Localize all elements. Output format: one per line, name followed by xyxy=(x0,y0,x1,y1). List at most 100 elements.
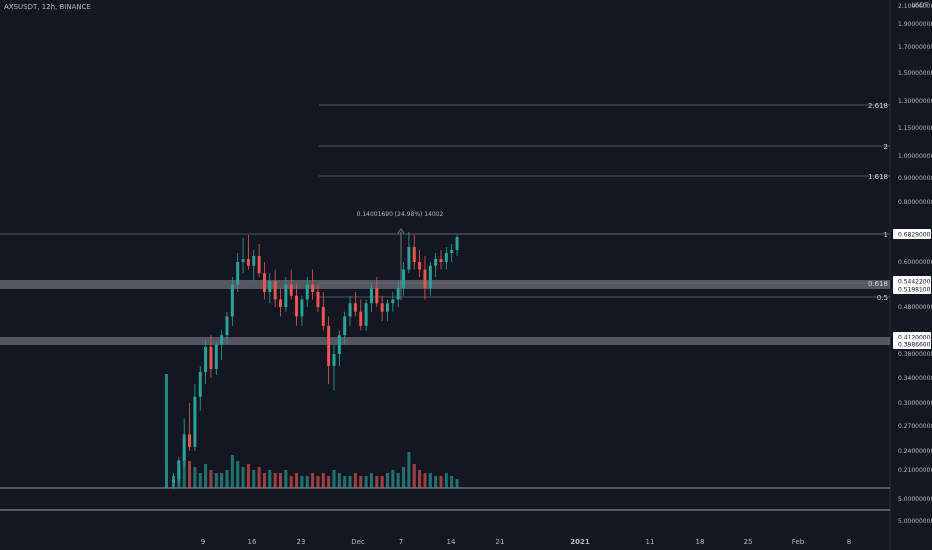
fib-level-label: 0.618 xyxy=(868,280,888,288)
fib-level-label: 1 xyxy=(884,231,888,239)
volume-bar xyxy=(332,470,336,488)
candle-body xyxy=(220,335,224,345)
candle-body xyxy=(182,434,186,461)
volume-bar xyxy=(220,473,224,488)
volume-bar xyxy=(204,464,208,488)
candle-body xyxy=(289,284,293,296)
candle-body xyxy=(434,259,438,266)
price-tick-label: 0.38000000 xyxy=(898,351,932,358)
candle-body xyxy=(380,303,384,312)
volume-bar xyxy=(198,473,202,488)
axis-unit: USDT xyxy=(911,2,929,9)
volume-bar xyxy=(343,476,347,488)
candle-body xyxy=(252,256,256,266)
zone-price-label: 0.39866000 xyxy=(898,342,932,349)
date-tick-label: 2021 xyxy=(570,538,590,546)
volume-bar xyxy=(262,473,266,488)
zone-price-label-box xyxy=(893,276,931,286)
candle-body xyxy=(284,284,288,307)
candle-body xyxy=(455,237,459,250)
volume-bar xyxy=(402,467,406,488)
volume-bar xyxy=(214,473,218,488)
volume-bar xyxy=(225,470,229,488)
candle-body xyxy=(268,280,272,292)
candle-body xyxy=(214,344,218,369)
volume-bar xyxy=(412,464,416,488)
date-tick-label: 16 xyxy=(248,538,257,546)
candle-body xyxy=(300,299,304,317)
measure-label: 0.14001690 (24.98%) 14002 xyxy=(357,211,444,218)
fib-level-label: 0.5 xyxy=(877,294,888,302)
fib-level-label: 2 xyxy=(884,143,888,151)
date-tick-label: 8 xyxy=(847,538,851,546)
date-tick-label: Dec xyxy=(351,538,365,546)
volume-bar xyxy=(246,464,250,488)
candle-body xyxy=(198,372,202,397)
candle-body xyxy=(295,295,299,317)
date-tick-label: 18 xyxy=(696,538,705,546)
price-tick-label: 1.70000000 xyxy=(898,44,932,51)
volume-bar xyxy=(375,476,379,488)
indicator-tick-label: 5.00000000 xyxy=(898,496,932,503)
candle-body xyxy=(305,284,309,300)
candle-body xyxy=(230,284,234,317)
price-tick-label: 0.21000000 xyxy=(898,467,932,474)
volume-bar xyxy=(316,476,320,488)
candle-body xyxy=(391,299,395,304)
fib-level-label: 1.618 xyxy=(868,173,888,181)
volume-bar xyxy=(327,476,331,488)
price-tick-label: 0.24000000 xyxy=(898,448,932,455)
date-tick-label: 23 xyxy=(297,538,306,546)
volume-bar xyxy=(300,476,304,488)
volume-bar xyxy=(321,473,325,488)
candle-body xyxy=(418,262,422,270)
volume-bar xyxy=(423,473,427,488)
fib-level-label: 2.618 xyxy=(868,102,888,110)
candle-body xyxy=(316,292,320,307)
candle-body xyxy=(402,269,406,289)
volume-bar xyxy=(396,473,400,488)
candle-body xyxy=(204,346,208,372)
volume-bar xyxy=(455,479,459,488)
candle-body xyxy=(225,316,229,336)
price-tick-label: 0.30000000 xyxy=(898,400,932,407)
volume-bar xyxy=(434,476,438,488)
volume-bar xyxy=(311,473,315,488)
symbol-title[interactable]: AXSUSDT, 12h, BINANCE xyxy=(4,3,91,11)
candle-body xyxy=(412,247,416,262)
date-tick-label: 14 xyxy=(447,538,456,546)
price-tick-label: 0.60000000 xyxy=(898,259,932,266)
price-tick-label: 0.80000000 xyxy=(898,199,932,206)
volume-bar xyxy=(257,467,261,488)
date-tick-label: Feb xyxy=(792,538,805,546)
date-tick-label: 11 xyxy=(646,538,655,546)
candle-body xyxy=(209,346,213,369)
current-price-label: 0.68290000 xyxy=(898,232,932,239)
candle-body xyxy=(359,311,363,326)
price-tick-label: 1.15000000 xyxy=(898,125,932,132)
candle-body xyxy=(423,269,427,289)
volume-bar xyxy=(172,476,175,488)
price-tick-label: 0.27000000 xyxy=(898,423,932,430)
volume-bar xyxy=(359,476,363,488)
volume-bar xyxy=(165,374,168,488)
date-tick-label: 21 xyxy=(496,538,505,546)
volume-bar xyxy=(209,470,213,488)
price-tick-label: 1.00000000 xyxy=(898,153,932,160)
volume-bar xyxy=(386,473,389,488)
volume-bar xyxy=(279,473,282,488)
candle-body xyxy=(386,303,389,312)
zone-price-label: 0.54422000 xyxy=(898,279,932,286)
candle-body xyxy=(407,247,411,270)
candle-body xyxy=(428,265,432,289)
volume-bar xyxy=(337,473,341,488)
candle-body xyxy=(337,335,341,354)
candle-body xyxy=(369,288,373,304)
candle-body xyxy=(262,273,266,292)
volume-bar xyxy=(284,470,288,488)
price-tick-label: 1.30000000 xyxy=(898,98,932,105)
volume-bar xyxy=(268,470,272,488)
candle-body xyxy=(439,259,443,262)
candle-body xyxy=(332,354,336,366)
